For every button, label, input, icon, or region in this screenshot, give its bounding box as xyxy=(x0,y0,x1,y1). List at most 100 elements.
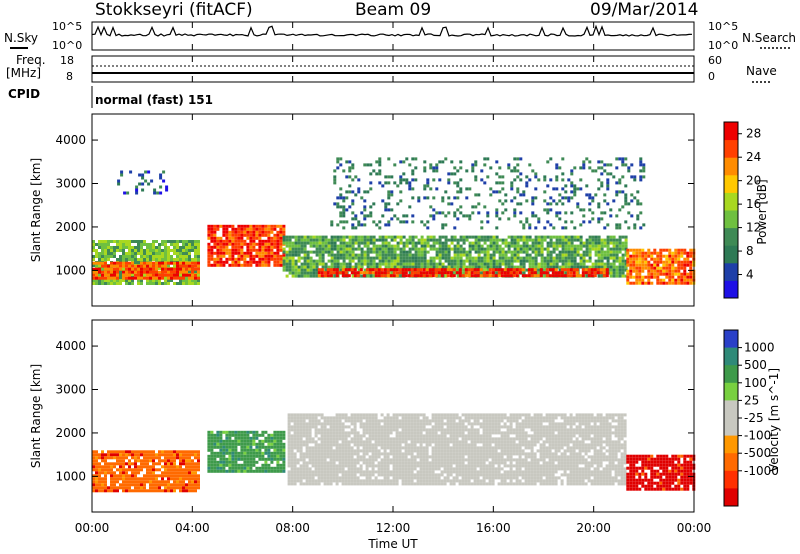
echo-cell xyxy=(543,247,547,251)
echo-cell xyxy=(279,248,283,252)
echo-cell xyxy=(110,465,113,469)
echo-cell xyxy=(176,270,179,274)
echo-cell xyxy=(366,235,370,239)
echo-cell xyxy=(387,223,391,227)
echo-cell xyxy=(149,270,152,274)
echo-cell xyxy=(167,270,170,274)
echo-cell xyxy=(101,465,104,469)
echo-cell xyxy=(336,202,340,206)
echo-cell xyxy=(587,268,591,272)
echo-cell xyxy=(680,263,684,267)
echo-cell xyxy=(311,422,315,426)
echo-cell xyxy=(317,437,321,441)
echo-cell xyxy=(110,255,113,258)
echo-cell xyxy=(606,202,610,206)
echo-cell xyxy=(285,238,289,242)
echo-cell xyxy=(480,262,484,266)
echo-cell xyxy=(273,436,277,440)
echo-cell xyxy=(683,251,687,255)
echo-cell xyxy=(134,480,137,484)
echo-cell xyxy=(194,252,197,255)
echo-cell xyxy=(287,458,291,462)
echo-cell xyxy=(149,282,152,285)
echo-cell xyxy=(258,248,262,252)
echo-cell xyxy=(380,461,384,465)
echo-cell xyxy=(225,439,229,443)
echo-cell xyxy=(317,461,321,465)
echo-cell xyxy=(161,267,164,271)
echo-cell xyxy=(173,240,176,243)
echo-cell xyxy=(137,279,140,282)
echo-cell xyxy=(381,247,385,251)
echo-cell xyxy=(569,271,573,275)
echo-cell xyxy=(372,256,376,260)
echo-cell xyxy=(465,238,469,242)
echo-cell xyxy=(533,268,537,272)
echo-cell xyxy=(408,241,412,245)
echo-cell xyxy=(639,163,643,167)
echo-cell xyxy=(408,247,412,251)
echo-cell xyxy=(320,416,324,420)
echo-cell xyxy=(563,268,567,272)
echo-cell xyxy=(375,256,379,260)
echo-cell xyxy=(336,160,340,164)
echo-cell xyxy=(618,157,622,161)
echo-cell xyxy=(308,455,312,459)
echo-cell xyxy=(125,468,128,472)
echo-cell xyxy=(98,462,101,466)
echo-cell xyxy=(668,272,672,276)
echo-cell xyxy=(279,257,283,261)
echo-cell xyxy=(641,260,645,264)
echo-cell xyxy=(207,433,211,437)
echo-cell xyxy=(354,226,358,230)
echo-cell xyxy=(456,217,460,221)
echo-cell xyxy=(674,251,678,255)
echo-cell xyxy=(210,436,214,440)
echo-cell xyxy=(311,479,315,483)
echo-cell xyxy=(320,440,324,444)
echo-cell xyxy=(366,241,370,245)
echo-cell xyxy=(134,462,137,466)
echo-cell xyxy=(141,182,145,186)
echo-cell xyxy=(641,275,645,279)
echo-cell xyxy=(222,445,226,449)
echo-cell xyxy=(383,431,387,435)
echo-cell xyxy=(555,238,559,242)
echo-cell xyxy=(125,270,128,274)
echo-cell xyxy=(173,480,176,484)
echo-cell xyxy=(519,172,523,176)
echo-cell xyxy=(423,238,427,242)
echo-cell xyxy=(332,473,336,477)
echo-cell xyxy=(516,244,520,248)
echo-cell xyxy=(210,445,214,449)
echo-cell xyxy=(680,278,684,282)
echo-cell xyxy=(300,274,304,278)
echo-cell xyxy=(306,256,310,260)
echo-cell xyxy=(546,247,550,251)
echo-cell xyxy=(267,436,271,440)
echo-cell xyxy=(594,244,598,248)
echo-cell xyxy=(387,250,391,254)
echo-cell xyxy=(345,256,349,260)
echo-cell xyxy=(231,254,235,258)
echo-cell xyxy=(356,431,360,435)
echo-cell xyxy=(476,271,480,275)
echo-cell xyxy=(501,247,505,251)
echo-cell xyxy=(537,271,541,275)
echo-cell xyxy=(459,250,463,254)
echo-cell xyxy=(303,241,307,245)
echo-cell xyxy=(522,247,526,251)
echo-cell xyxy=(92,246,95,249)
echo-cell xyxy=(306,265,310,269)
echo-cell xyxy=(155,462,158,466)
echo-cell xyxy=(588,244,592,248)
echo-cell xyxy=(143,483,146,487)
echo-cell xyxy=(308,461,312,465)
echo-cell xyxy=(350,446,354,450)
echo-cell xyxy=(372,241,376,245)
echo-cell xyxy=(303,274,307,278)
echo-cell xyxy=(297,271,301,275)
echo-cell xyxy=(104,480,107,484)
echo-cell xyxy=(624,265,628,269)
echo-cell xyxy=(182,456,185,460)
